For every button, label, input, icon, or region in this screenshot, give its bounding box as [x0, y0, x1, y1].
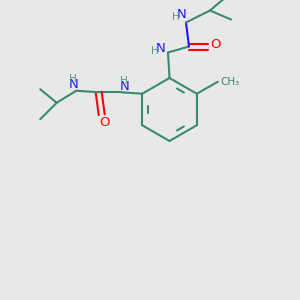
- Text: H: H: [120, 76, 128, 86]
- Text: H: H: [69, 74, 77, 84]
- Text: CH₃: CH₃: [221, 77, 240, 87]
- Text: H: H: [172, 12, 179, 22]
- Text: N: N: [68, 78, 78, 91]
- Text: O: O: [100, 116, 110, 129]
- Text: N: N: [119, 80, 129, 93]
- Text: O: O: [211, 38, 221, 52]
- Text: H: H: [151, 46, 158, 56]
- Text: N: N: [156, 41, 165, 55]
- Text: N: N: [177, 8, 186, 22]
